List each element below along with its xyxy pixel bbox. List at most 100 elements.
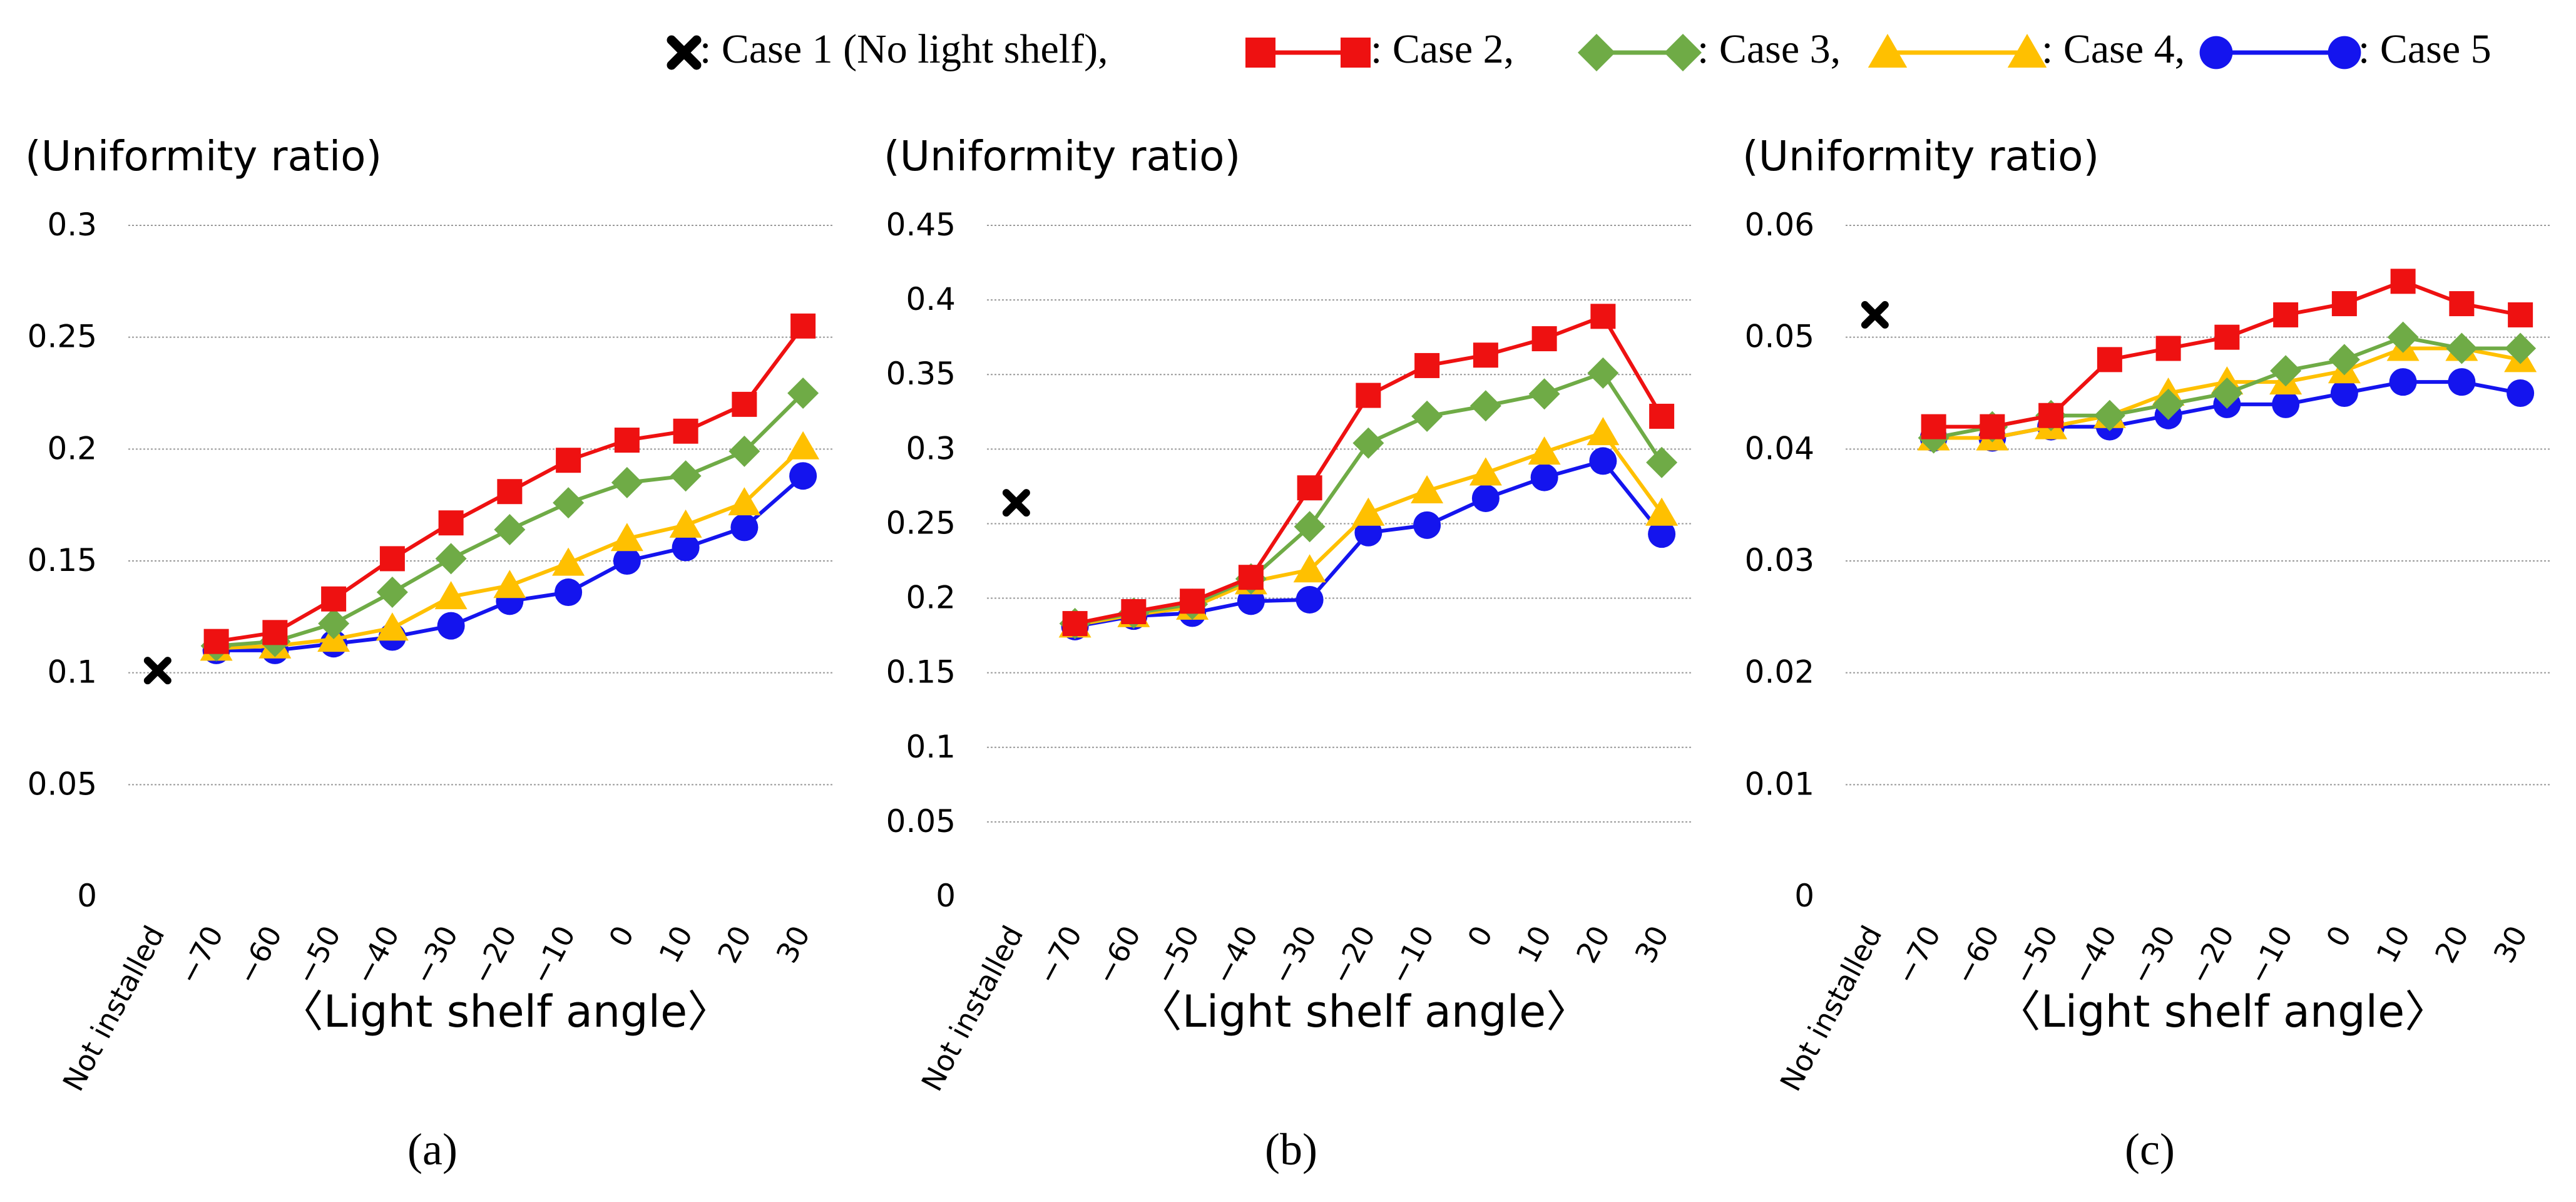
data-point: [437, 612, 465, 640]
data-point: [318, 608, 350, 640]
series-case-1: [1861, 300, 1889, 329]
legend-entry-5: : Case 5: [2199, 26, 2492, 72]
data-point: [1296, 585, 1324, 614]
y-tick-label: 0.45: [886, 207, 956, 243]
data-point: [2331, 291, 2357, 317]
data-point: [1648, 520, 1676, 548]
x-tick-label: −60: [1948, 920, 2006, 990]
data-point: [438, 510, 464, 536]
data-point: [610, 523, 643, 552]
data-point: [1352, 427, 1384, 459]
data-point: [2389, 368, 2417, 396]
legend-marker-case-1: [667, 35, 702, 70]
legend-label-case-3: : Case 3,: [1697, 26, 1841, 72]
legend-entry-3: : Case 3,: [1578, 26, 1841, 72]
panel-label: (a): [407, 1124, 457, 1174]
gridlines: [1846, 225, 2550, 786]
series-line: [216, 445, 805, 650]
x-tick-label: 30: [770, 920, 817, 968]
data-point: [1413, 511, 1441, 539]
data-point: [1590, 304, 1616, 329]
data-point: [435, 543, 467, 575]
x-tick-label: −70: [1030, 920, 1088, 990]
data-point: [2328, 344, 2360, 376]
data-point: [787, 378, 819, 409]
y-tick-label: 0.04: [1745, 430, 1814, 466]
y-axis-title: (Uniformity ratio): [25, 132, 382, 180]
panel-label: (b): [1265, 1124, 1317, 1174]
data-point: [2449, 291, 2475, 317]
x-axis-title: 〈Light shelf angle〉: [1997, 986, 2448, 1037]
y-tick-label: 0.3: [47, 207, 97, 243]
data-point: [262, 620, 288, 645]
legend-marker-start-case-4: [1868, 34, 1908, 68]
data-point: [1293, 554, 1326, 583]
x-tick-label: Not installed: [915, 920, 1030, 1097]
data-point: [203, 629, 229, 654]
x-tick-label: −40: [347, 920, 406, 990]
data-point: [434, 581, 468, 610]
y-tick-label: 0: [936, 878, 956, 914]
data-point: [2507, 379, 2535, 407]
data-point: [728, 435, 760, 467]
panel-label: (c): [2125, 1124, 2175, 1174]
data-point: [1411, 475, 1444, 504]
data-point: [493, 570, 526, 598]
series-case-2: [203, 313, 816, 654]
data-point: [670, 460, 702, 492]
data-point: [376, 612, 409, 641]
data-point: [1646, 446, 1678, 478]
y-axis-title: (Uniformity ratio): [1742, 132, 2099, 180]
y-tick-label: 0.02: [1745, 654, 1814, 691]
x-tick-label: 0: [1461, 920, 1499, 952]
x-axis-title: 〈Light shelf angle〉: [1138, 986, 1590, 1037]
data-point: [2093, 399, 2125, 431]
legend-entry-4: : Case 4,: [1868, 26, 2185, 72]
x-tick-label: 0: [602, 920, 640, 952]
gridlines: [128, 225, 832, 786]
series-case-1: [1002, 489, 1030, 517]
data-point: [1469, 457, 1502, 486]
series-case-4: [200, 431, 820, 661]
data-point: [1121, 598, 1147, 624]
x-tick-label: 20: [1570, 920, 1617, 968]
data-point: [1352, 497, 1385, 526]
data-point: [1528, 378, 1560, 410]
y-tick-label: 0.2: [906, 580, 956, 616]
x-tick-label: −30: [2124, 920, 2182, 990]
x-tick-label: −70: [171, 920, 230, 990]
legend-entry-1: : Case 1 (No light shelf),: [667, 26, 1108, 72]
x-tick-label: 0: [2319, 920, 2358, 952]
series-case-1: [143, 657, 171, 685]
x-tick-label: Not installed: [1774, 920, 1889, 1097]
data-point: [2038, 403, 2064, 428]
data-point: [1587, 357, 1619, 389]
data-point: [2390, 269, 2416, 294]
data-point: [2272, 390, 2300, 418]
data-point: [790, 313, 816, 339]
data-point: [1530, 463, 1558, 491]
data-point: [2214, 324, 2240, 350]
data-point: [1294, 511, 1326, 543]
data-point: [2505, 332, 2537, 364]
data-point: [555, 578, 583, 607]
data-point: [2448, 368, 2476, 396]
y-tick-label: 0.05: [1745, 319, 1814, 355]
chart-panel-b: (Uniformity ratio) 0 0.05 0.1 0.15 0.2 0.25 0.3…: [884, 132, 1691, 1174]
data-point: [2152, 388, 2184, 420]
legend-marker-end-case-2: [1341, 38, 1371, 68]
data-point: [789, 462, 817, 490]
data-point: [1645, 497, 1679, 526]
data-point: [672, 533, 700, 562]
legend-label-case-1: : Case 1 (No light shelf),: [700, 26, 1108, 72]
data-point: [321, 586, 347, 612]
data-point: [1180, 588, 1205, 614]
x-tick-label: −50: [289, 920, 347, 990]
data-point-case-1: [143, 657, 171, 685]
data-point: [2155, 336, 2181, 361]
x-tick-label: −30: [406, 920, 464, 990]
x-tick-label: 20: [2428, 920, 2475, 968]
data-point: [1414, 352, 1440, 378]
y-tick-label: 0.1: [906, 729, 956, 765]
data-point: [1471, 484, 1500, 512]
